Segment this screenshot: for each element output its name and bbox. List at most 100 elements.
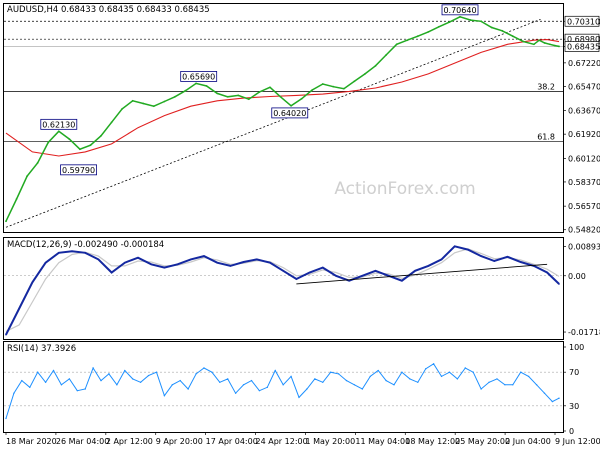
rsi-point — [369, 375, 371, 378]
x-tick-label: 18 May 12:00 — [405, 437, 460, 446]
rsi-point — [116, 384, 118, 386]
macd-line — [5, 245, 560, 336]
macd-point — [374, 270, 377, 272]
price-point — [163, 100, 166, 103]
price-point — [427, 30, 430, 33]
rsi-header: RSI(14) 37.3926 — [7, 344, 76, 354]
rsi-point — [464, 367, 466, 369]
swing-label: 0.65690 — [182, 72, 215, 81]
price-trendline — [5, 19, 541, 228]
price-point — [36, 161, 39, 164]
price-point — [174, 95, 176, 98]
swing-label-box — [40, 118, 78, 130]
rsi-point — [456, 378, 459, 380]
x-tick-label: 18 Mar 2020 — [6, 437, 57, 446]
price-point — [68, 138, 71, 141]
rsi-point — [361, 388, 364, 390]
price-marker-box — [564, 41, 600, 52]
rsi-point — [155, 371, 158, 373]
price-point — [385, 54, 388, 56]
rsi-point — [543, 392, 546, 394]
rsi-point — [132, 378, 134, 380]
rsi-y-tick-label: 0 — [569, 427, 574, 436]
macd-point — [506, 255, 509, 258]
macd-point — [414, 270, 416, 272]
rsi-point — [203, 367, 205, 369]
price-point — [279, 95, 282, 98]
price-point — [406, 39, 409, 42]
price-point — [321, 83, 324, 85]
macd-point — [229, 265, 232, 267]
macd-point — [84, 252, 86, 254]
rsi-point — [250, 379, 253, 382]
price-point — [290, 104, 292, 107]
price-point — [364, 72, 366, 75]
fib-level-label: 38.2 — [537, 82, 555, 91]
rsi-point — [448, 371, 451, 373]
price-point — [554, 44, 556, 47]
macd-point — [57, 252, 60, 254]
macd-point — [189, 258, 192, 261]
price-y-tick-label: 0.63670 — [568, 107, 600, 116]
x-tick-label: 2 Apr 12:00 — [106, 437, 153, 446]
x-tick-label: 1 May 20:00 — [305, 437, 355, 446]
macd-point — [401, 279, 403, 282]
x-tick-label: 2 Jun 04:00 — [505, 437, 551, 446]
rsi-point — [488, 381, 490, 383]
rsi-point — [353, 384, 356, 386]
price-point — [501, 29, 504, 32]
price-point — [448, 21, 451, 23]
swing-label-box — [271, 107, 309, 119]
rsi-point — [195, 373, 197, 375]
price-marker-box — [564, 15, 600, 27]
moving-average-line — [5, 39, 560, 157]
rsi-point — [76, 389, 78, 392]
price-marker-label: 0.68435 — [567, 42, 600, 51]
macd-point — [282, 270, 284, 272]
price-point — [269, 86, 271, 89]
price-point — [437, 25, 440, 28]
macd-point — [321, 266, 324, 269]
rsi-point — [472, 371, 474, 373]
macd-point — [176, 263, 179, 266]
rsi-point — [345, 379, 348, 382]
macd-point — [427, 265, 430, 267]
x-tick-label: 9 Apr 20:00 — [156, 437, 203, 446]
macd-point — [546, 271, 548, 274]
macd-point — [387, 274, 390, 277]
macd-point — [163, 266, 166, 269]
price-point — [342, 87, 345, 90]
price-point — [195, 82, 197, 85]
price-point — [374, 64, 377, 67]
macd-panel-frame — [3, 237, 564, 340]
rsi-panel-frame — [3, 341, 564, 433]
rsi-point — [242, 384, 245, 386]
swing-label: 0.70640 — [443, 6, 476, 15]
rsi-point — [266, 386, 269, 389]
swing-label-box — [441, 4, 479, 16]
rsi-point — [298, 396, 300, 399]
macd-trendline — [296, 263, 548, 285]
x-tick-label: 26 Mar 04:00 — [56, 437, 109, 446]
rsi-point — [124, 369, 126, 372]
macd-point — [137, 256, 139, 259]
rsi-point — [211, 371, 213, 373]
swing-label-box — [180, 71, 218, 82]
price-point — [131, 99, 134, 102]
price-point — [26, 175, 29, 178]
rsi-point — [512, 384, 514, 386]
price-y-tick-label: 0.58370 — [568, 178, 600, 187]
price-point — [121, 107, 124, 110]
macd-point — [335, 274, 337, 277]
swing-label-box — [60, 164, 97, 176]
rsi-point — [44, 381, 47, 383]
price-point — [459, 15, 461, 18]
rsi-y-tick-label: 70 — [569, 368, 579, 377]
macd-y-tick-label: 0.00 — [568, 272, 586, 281]
price-point — [311, 89, 314, 91]
rsi-point — [535, 384, 538, 386]
price-y-tick-label: 0.67220 — [568, 59, 600, 68]
rsi-point — [227, 378, 229, 380]
macd-point — [361, 274, 364, 277]
